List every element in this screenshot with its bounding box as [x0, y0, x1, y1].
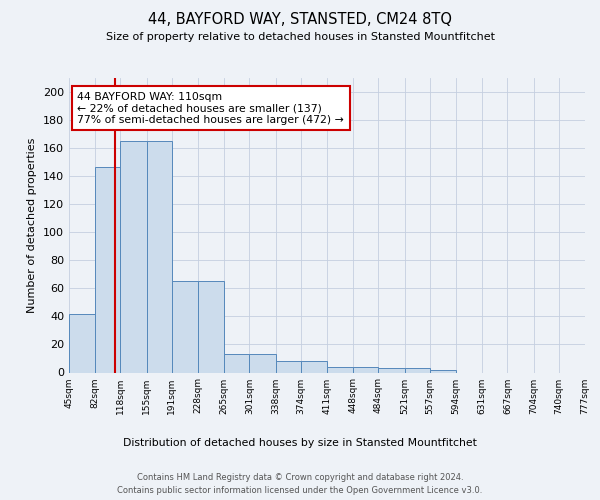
Bar — [146, 140, 172, 372]
Bar — [404, 368, 430, 372]
Bar — [430, 370, 456, 372]
Bar — [379, 368, 404, 372]
Bar — [95, 168, 121, 372]
Bar — [198, 281, 224, 372]
Text: 44, BAYFORD WAY, STANSTED, CM24 8TQ: 44, BAYFORD WAY, STANSTED, CM24 8TQ — [148, 12, 452, 28]
Text: Size of property relative to detached houses in Stansted Mountfitchet: Size of property relative to detached ho… — [106, 32, 494, 42]
Y-axis label: Number of detached properties: Number of detached properties — [28, 138, 37, 312]
Bar — [224, 354, 250, 372]
Bar — [172, 281, 198, 372]
Text: 44 BAYFORD WAY: 110sqm
← 22% of detached houses are smaller (137)
77% of semi-de: 44 BAYFORD WAY: 110sqm ← 22% of detached… — [77, 92, 344, 124]
Bar — [275, 362, 301, 372]
Bar — [69, 314, 95, 372]
Text: Distribution of detached houses by size in Stansted Mountfitchet: Distribution of detached houses by size … — [123, 438, 477, 448]
Bar — [327, 367, 353, 372]
Text: Contains public sector information licensed under the Open Government Licence v3: Contains public sector information licen… — [118, 486, 482, 495]
Bar — [301, 362, 327, 372]
Bar — [353, 367, 379, 372]
Bar — [121, 140, 146, 372]
Bar — [250, 354, 275, 372]
Text: Contains HM Land Registry data © Crown copyright and database right 2024.: Contains HM Land Registry data © Crown c… — [137, 472, 463, 482]
